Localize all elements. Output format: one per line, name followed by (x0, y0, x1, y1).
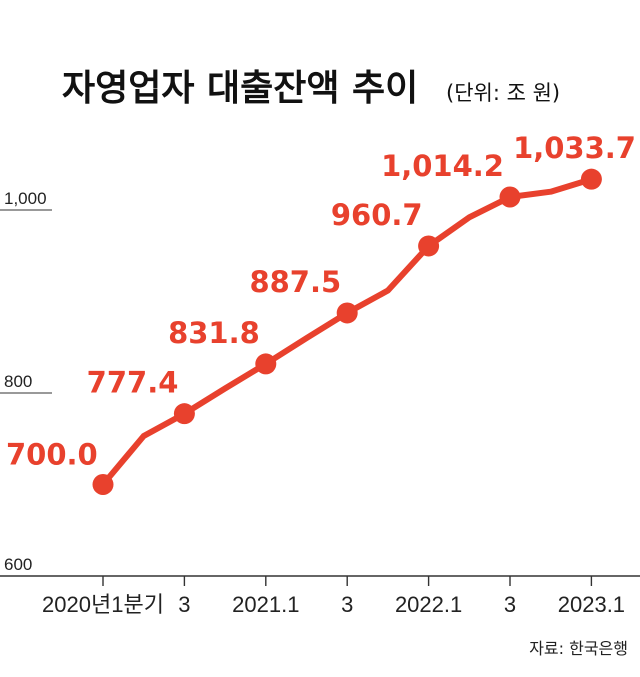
x-tick-label: 3 (504, 592, 516, 617)
data-point-marker (255, 353, 277, 375)
data-point-marker (336, 302, 358, 324)
x-tick-label: 2021.1 (232, 592, 299, 617)
y-axis: 600 800 1,000 (0, 189, 52, 577)
data-point-marker (580, 168, 602, 190)
data-point-marker (499, 186, 521, 208)
data-point-marker (418, 235, 440, 257)
x-tick-label: 2020년1분기 (42, 592, 164, 617)
x-tick-label: 3 (178, 592, 190, 617)
x-tick-label: 2022.1 (395, 592, 462, 617)
y-tick-label: 1,000 (4, 189, 47, 208)
data-label: 700.0 (6, 438, 98, 472)
source-note: 자료: 한국은행 (529, 639, 628, 658)
data-label-group: 700.0 777.4 831.8 887.5 960.7 1,014.2 1,033.7 (6, 131, 636, 471)
data-label: 777.4 (87, 366, 179, 400)
data-label: 960.7 (331, 198, 423, 232)
data-label: 887.5 (249, 265, 341, 299)
data-point-marker (92, 474, 114, 495)
data-label: 1,014.2 (381, 149, 504, 183)
x-tick-label: 3 (341, 592, 353, 617)
chart-title: 자영업자 대출잔액 추이 (62, 68, 418, 109)
y-tick-label: 600 (4, 555, 32, 574)
series-group (92, 168, 602, 495)
y-tick-label: 800 (4, 372, 32, 391)
chart-unit: (단위: 조 원) (446, 81, 560, 105)
x-axis: 2020년1분기 3 2021.1 3 2022.1 3 2023.1 (0, 575, 640, 617)
data-point-marker (173, 403, 195, 425)
x-tick-label: 2023.1 (558, 592, 625, 617)
data-label: 831.8 (168, 316, 260, 350)
data-label: 1,033.7 (513, 131, 636, 165)
